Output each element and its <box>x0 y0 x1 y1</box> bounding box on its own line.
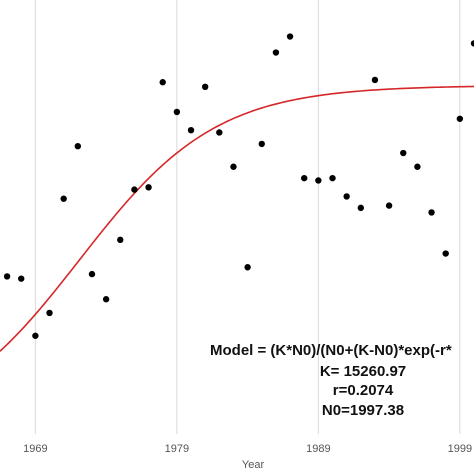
model-fit-line-layer <box>0 85 474 352</box>
data-point-34 <box>470 40 474 47</box>
data-point-1 <box>3 273 11 280</box>
data-points <box>3 33 474 339</box>
data-point-4 <box>46 309 53 317</box>
data-point-26 <box>357 204 365 212</box>
data-point-6 <box>74 142 82 150</box>
data-point-29 <box>400 149 407 157</box>
x-tick-label-1999: 1999 <box>448 443 472 455</box>
annotation-line-4: N0=1997.38 <box>322 402 404 419</box>
data-point-14 <box>187 127 195 134</box>
data-point-5 <box>60 195 67 202</box>
data-point-28 <box>385 202 393 209</box>
data-point-25 <box>343 193 350 200</box>
data-point-24 <box>329 174 336 182</box>
data-point-13 <box>173 108 181 116</box>
data-point-27 <box>371 76 379 84</box>
model-fit-line <box>0 85 474 352</box>
x-tick-label-1969: 1969 <box>23 443 47 455</box>
annotation-line-2: K= 15260.97 <box>320 363 406 380</box>
gridlines <box>34 0 461 434</box>
data-point-7 <box>88 270 96 278</box>
annotation-line-1: Model = (K*N0)/(N0+(K-N0)*exp(-r* <box>210 342 452 359</box>
data-point-11 <box>145 184 152 191</box>
model-annotation: Model = (K*N0)/(N0+(K-N0)*exp(-r* K= 152… <box>210 342 452 419</box>
data-point-15 <box>201 83 209 91</box>
data-point-20 <box>272 49 280 56</box>
data-point-32 <box>442 250 449 257</box>
annotation-line-3: r=0.2074 <box>333 382 394 399</box>
data-point-12 <box>159 79 166 86</box>
data-point-8 <box>102 296 110 303</box>
x-axis-title: Year <box>242 459 265 471</box>
data-point-21 <box>286 33 294 40</box>
data-point-31 <box>428 209 435 216</box>
data-point-3 <box>32 332 39 339</box>
data-point-17 <box>230 163 237 170</box>
data-point-16 <box>216 129 223 136</box>
data-point-2 <box>18 275 25 282</box>
data-point-23 <box>315 177 322 184</box>
data-point-33 <box>456 115 464 122</box>
data-point-10 <box>131 186 138 193</box>
x-axis-ticks: 1969 1979 1989 1999 <box>23 443 472 455</box>
data-point-18 <box>244 264 251 271</box>
data-point-22 <box>301 174 308 182</box>
data-point-9 <box>117 236 124 244</box>
data-point-30 <box>414 163 421 170</box>
data-point-19 <box>258 140 265 148</box>
x-tick-label-1979: 1979 <box>165 443 189 455</box>
x-tick-label-1989: 1989 <box>306 443 330 455</box>
